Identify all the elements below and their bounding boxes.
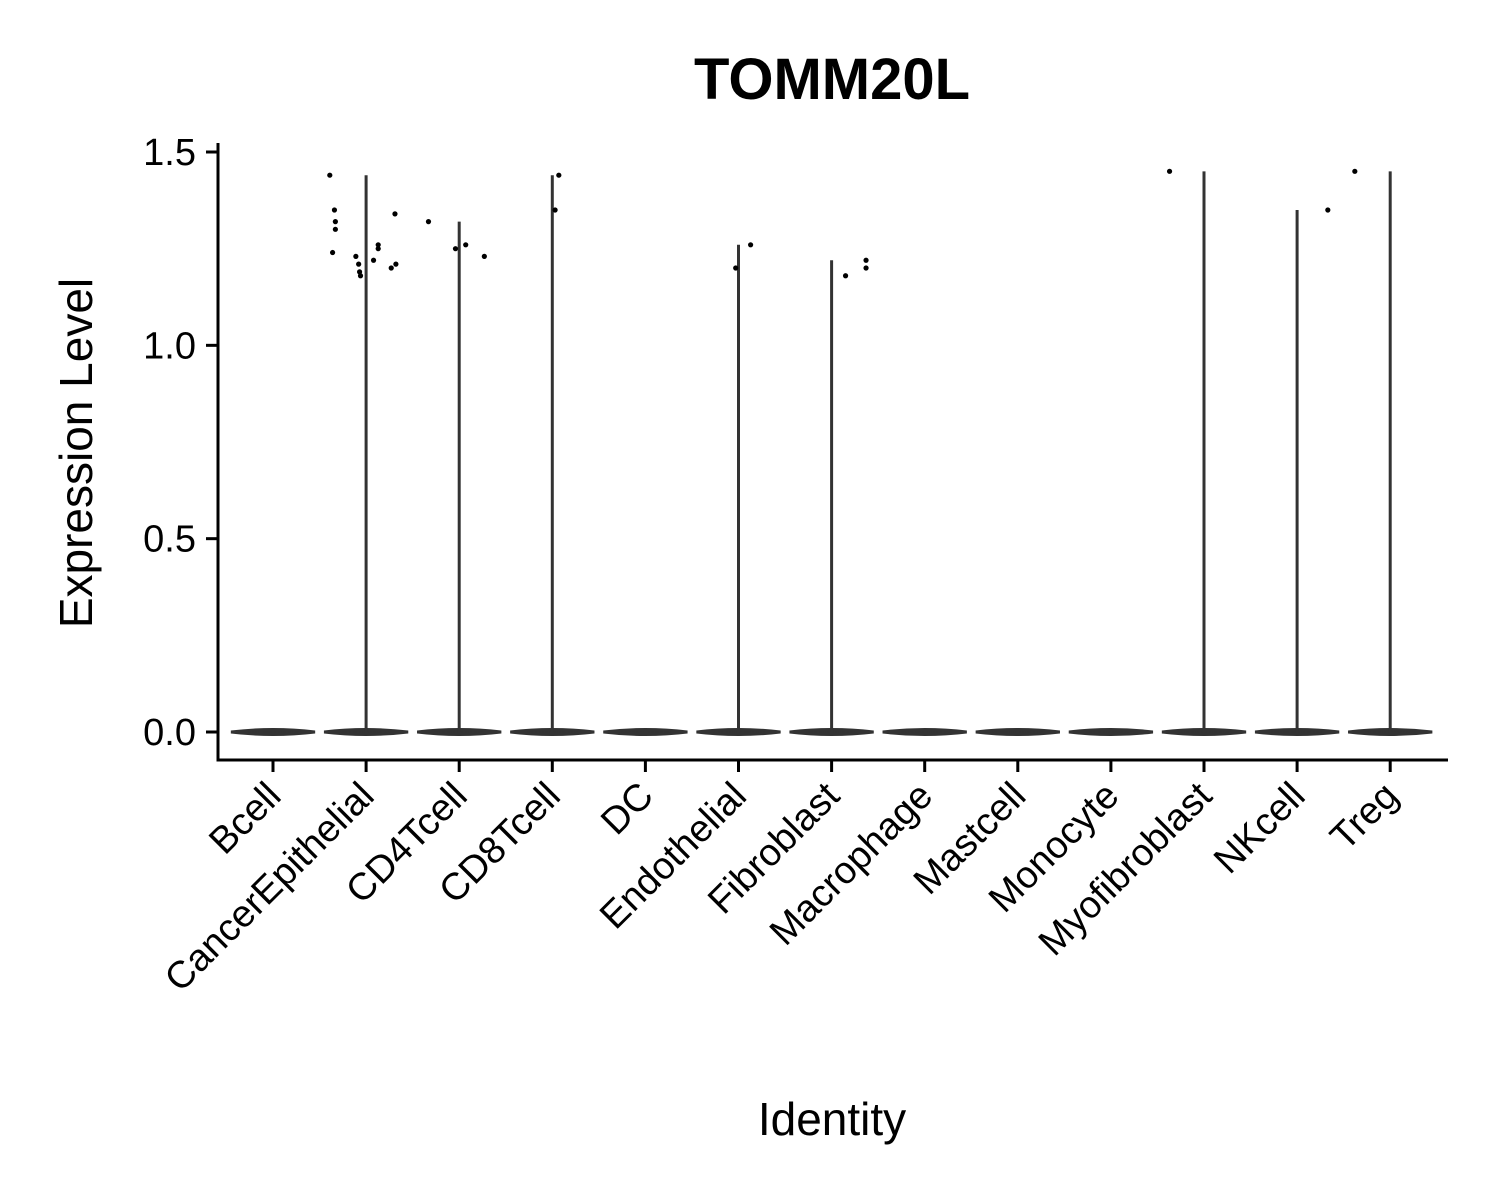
data-point bbox=[481, 253, 487, 259]
data-point bbox=[356, 261, 362, 267]
data-point bbox=[327, 172, 333, 178]
y-tick-label: 1.5 bbox=[143, 132, 196, 174]
data-point bbox=[452, 246, 459, 252]
x-tick-label: DC bbox=[593, 775, 662, 844]
data-point bbox=[733, 265, 739, 271]
data-point bbox=[393, 261, 399, 267]
data-point bbox=[863, 257, 869, 263]
x-tick-label: Bcell bbox=[201, 775, 289, 863]
data-point bbox=[370, 257, 377, 263]
data-point bbox=[353, 253, 359, 259]
data-point bbox=[329, 249, 336, 256]
y-tick-group: 0.0 0.5 1.0 1.5 bbox=[143, 132, 218, 754]
violin-dc bbox=[603, 728, 688, 736]
data-point bbox=[1166, 168, 1173, 174]
chart-title: TOMM20L bbox=[694, 47, 970, 112]
violin-macrophage bbox=[882, 728, 967, 736]
data-point bbox=[332, 219, 338, 225]
data-point bbox=[552, 207, 558, 213]
y-tick-label: 0.0 bbox=[143, 712, 196, 754]
data-point bbox=[842, 273, 849, 279]
data-point bbox=[392, 211, 398, 217]
violin-group bbox=[230, 171, 1433, 736]
data-point bbox=[331, 207, 338, 213]
data-point bbox=[388, 265, 394, 271]
violin-bcell bbox=[230, 728, 316, 736]
violin-mastcell bbox=[975, 728, 1060, 736]
y-axis-title: Expression Level bbox=[50, 278, 102, 628]
point-group bbox=[327, 168, 1358, 279]
violin-monocyte bbox=[1068, 728, 1154, 736]
data-point bbox=[375, 242, 381, 248]
data-point bbox=[556, 172, 562, 178]
data-point bbox=[1325, 207, 1331, 213]
x-axis-title: Identity bbox=[758, 1093, 906, 1145]
data-point bbox=[375, 246, 381, 252]
data-point bbox=[748, 242, 754, 248]
data-point bbox=[425, 219, 432, 225]
data-point bbox=[863, 265, 869, 271]
data-point bbox=[1352, 168, 1358, 174]
data-point bbox=[463, 242, 469, 248]
x-tick-label: Treg bbox=[1323, 775, 1407, 859]
y-tick-label: 0.5 bbox=[143, 519, 196, 561]
y-tick-label: 1.0 bbox=[143, 325, 196, 367]
x-tick-label: NKcell bbox=[1206, 775, 1313, 882]
data-point bbox=[357, 273, 364, 279]
data-point bbox=[332, 226, 338, 232]
